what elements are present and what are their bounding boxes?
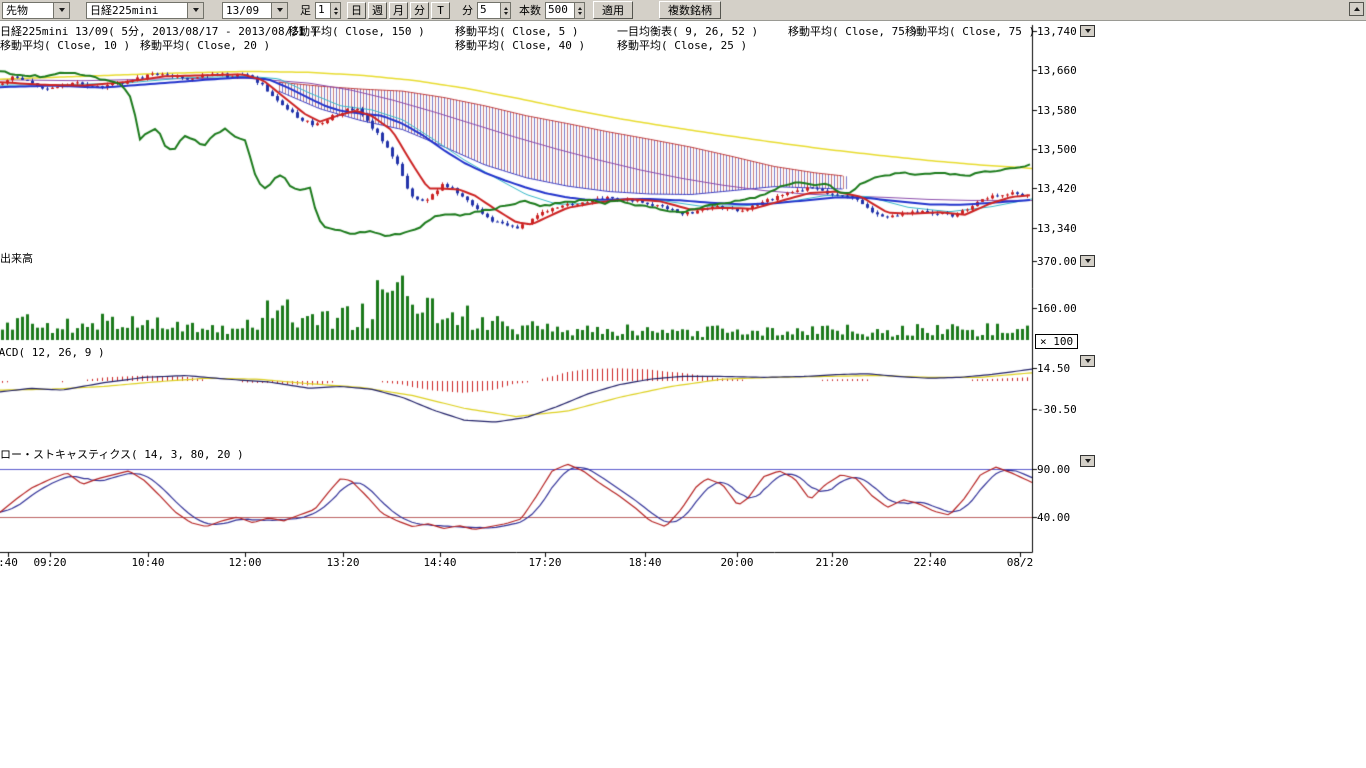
- contract-month-select[interactable]: 13/09: [222, 2, 288, 19]
- spinner-up-icon: [504, 7, 508, 10]
- chevron-down-icon: [1085, 29, 1091, 33]
- chart-canvas[interactable]: [0, 0, 1100, 560]
- spinner-down-icon: [578, 12, 582, 15]
- chevron-down-icon: [1085, 359, 1091, 363]
- bar-count-label: 本数: [519, 2, 541, 18]
- volume-panel-menu-button[interactable]: [1080, 255, 1095, 267]
- price-panel-menu-button[interactable]: [1080, 25, 1095, 37]
- chart-app-window: 日経225mini 13/09( 5分, 2013/08/17 - 2013/0…: [0, 0, 1366, 768]
- macd-panel-menu-button[interactable]: [1080, 355, 1095, 367]
- spinner-up-icon: [334, 7, 338, 10]
- spinner-down-icon: [334, 12, 338, 15]
- spinner-down-icon: [504, 12, 508, 15]
- period-button-group: 日週月分T: [345, 2, 450, 19]
- symbol-select[interactable]: 日経225mini: [86, 2, 204, 19]
- market-select[interactable]: 先物: [2, 2, 70, 19]
- period-button-day[interactable]: 日: [347, 2, 366, 19]
- spinner-up-icon: [578, 7, 582, 10]
- chevron-down-icon: [1085, 459, 1091, 463]
- stoch-panel-menu-button[interactable]: [1080, 455, 1095, 467]
- volume-panel-label: 出来高: [0, 252, 33, 265]
- spinner-buttons[interactable]: [574, 3, 584, 18]
- bar-count-input[interactable]: 500: [545, 2, 585, 19]
- spinner-buttons[interactable]: [330, 3, 340, 18]
- period-button-minute[interactable]: 分: [410, 2, 429, 19]
- minutes-value: 5: [478, 3, 500, 18]
- minutes-input[interactable]: 5: [477, 2, 511, 19]
- chevron-down-icon: [1085, 259, 1091, 263]
- chevron-down-icon: [187, 3, 203, 18]
- macd-panel-label: MACD( 12, 26, 9 ): [0, 346, 105, 359]
- period-button-month[interactable]: 月: [389, 2, 408, 19]
- market-select-value: 先物: [3, 2, 31, 18]
- bar-type-label: 足: [300, 2, 311, 18]
- scroll-up-button[interactable]: [1349, 2, 1364, 16]
- chevron-down-icon: [53, 3, 69, 18]
- bar-interval-value: 1: [316, 3, 330, 18]
- bar-interval-input[interactable]: 1: [315, 2, 341, 19]
- period-button-week[interactable]: 週: [368, 2, 387, 19]
- toolbar: 先物 日経225mini 13/09 足 1 日週月分T 分 5 本数 500 …: [0, 0, 1366, 21]
- apply-button[interactable]: 適用: [593, 1, 633, 19]
- volume-multiplier-badge: × 100: [1035, 334, 1078, 349]
- minutes-label: 分: [462, 2, 473, 18]
- chevron-down-icon: [271, 3, 287, 18]
- contract-month-value: 13/09: [223, 4, 262, 17]
- stoch-panel-label: スロー・ストキャスティクス( 14, 3, 80, 20 ): [0, 448, 244, 461]
- bar-count-value: 500: [546, 3, 574, 18]
- spinner-buttons[interactable]: [500, 3, 510, 18]
- symbol-select-value: 日経225mini: [87, 2, 161, 18]
- period-button-tick[interactable]: T: [431, 2, 450, 19]
- chevron-up-icon: [1354, 7, 1360, 11]
- multi-symbol-button[interactable]: 複数銘柄: [659, 1, 721, 19]
